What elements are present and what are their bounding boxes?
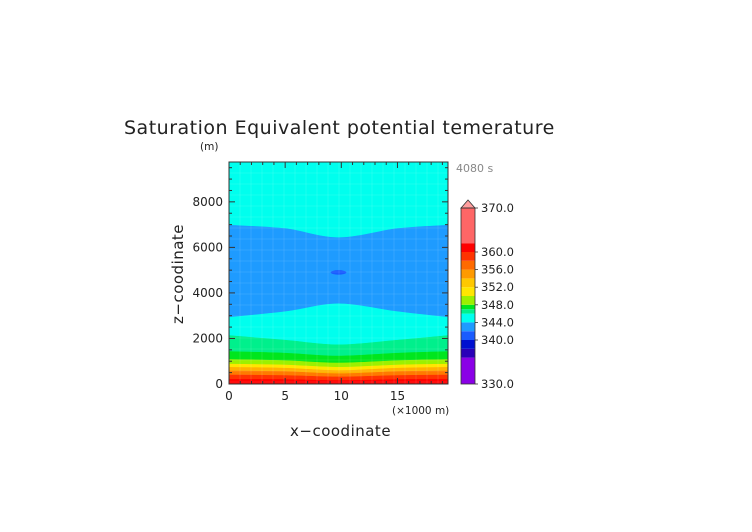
colorbar-label: 356.0 bbox=[481, 263, 514, 277]
y-axis-label: z−coodinate bbox=[169, 224, 187, 324]
colorbar-label: 344.0 bbox=[481, 315, 514, 329]
colorbar-label: 352.0 bbox=[481, 280, 514, 294]
colorbar: 370.0 360.0 356.0 352.0 348.0 344.0 340.0 330.0 bbox=[460, 199, 514, 391]
colorbar-segment bbox=[461, 313, 475, 323]
x-tick-label: 0 bbox=[225, 389, 233, 403]
colorbar-segment bbox=[461, 252, 475, 261]
colorbar-segment bbox=[461, 322, 475, 332]
x-axis: 0 5 10 15 bbox=[225, 162, 443, 403]
x-unit-label: (×1000 m) bbox=[392, 405, 449, 417]
plot-area bbox=[229, 162, 448, 384]
colorbar-segment bbox=[461, 269, 475, 279]
colorbar-segment bbox=[461, 304, 475, 310]
colorbar-segment bbox=[461, 348, 475, 358]
y-tick-label: 6000 bbox=[192, 240, 223, 254]
colorbar-segment bbox=[461, 331, 475, 340]
colorbar-label: 330.0 bbox=[481, 377, 514, 391]
chart-title: Saturation Equivalent potential temeratu… bbox=[124, 117, 555, 139]
colorbar-segment bbox=[461, 208, 475, 244]
colorbar-segment bbox=[461, 296, 475, 305]
colorbar-overflow-triangle bbox=[460, 199, 476, 209]
minimum-patch bbox=[330, 270, 347, 275]
colorbar-label: 360.0 bbox=[481, 245, 514, 259]
colorbar-segment bbox=[461, 357, 475, 384]
y-tick-label: 8000 bbox=[192, 195, 223, 209]
colorbar-segment bbox=[461, 309, 475, 314]
colorbar-segment bbox=[461, 278, 475, 288]
x-tick-label: 5 bbox=[281, 389, 289, 403]
colorbar-segment bbox=[461, 260, 475, 270]
colorbar-segment bbox=[461, 243, 475, 252]
colorbar-frame bbox=[460, 207, 476, 385]
y-tick-label: 0 bbox=[215, 377, 223, 391]
x-tick-label: 15 bbox=[390, 389, 405, 403]
y-axis: 0 2000 4000 6000 8000 bbox=[192, 167, 448, 391]
colorbar-label: 370.0 bbox=[481, 201, 514, 215]
y-tick-label: 4000 bbox=[192, 286, 223, 300]
x-axis-label: x−coodinate bbox=[290, 422, 391, 440]
colorbar-segment bbox=[461, 340, 475, 349]
time-label: 4080 s bbox=[456, 162, 493, 175]
contour-band-upper-layer-344 bbox=[229, 162, 448, 238]
colorbar-segment bbox=[461, 287, 475, 296]
x-tick-label: 10 bbox=[334, 389, 349, 403]
y-unit-label: (m) bbox=[200, 141, 218, 153]
colorbar-label: 348.0 bbox=[481, 298, 514, 312]
colorbar-label: 340.0 bbox=[481, 333, 514, 347]
y-tick-label: 2000 bbox=[192, 331, 223, 345]
plot-frame bbox=[228, 161, 449, 385]
